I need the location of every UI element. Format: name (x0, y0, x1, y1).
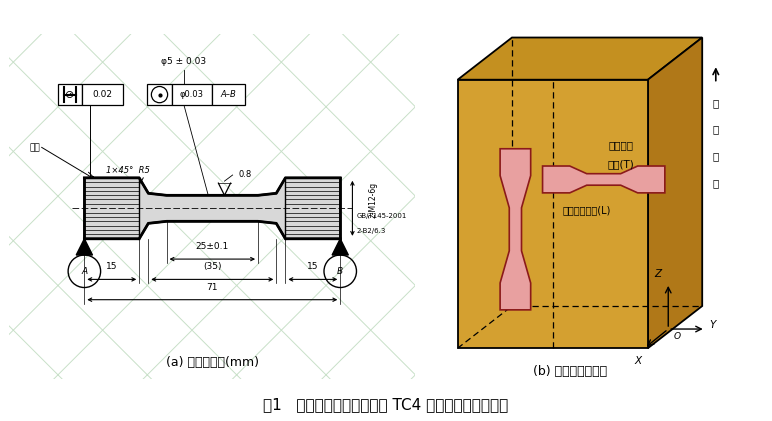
Text: 2-B2/6.3: 2-B2/6.3 (357, 228, 386, 234)
Text: Y: Y (709, 320, 716, 330)
Text: 0.02: 0.02 (93, 90, 113, 99)
Text: 图1   激光定向能量沉积制备 TC4 合金拉伸试样示意图: 图1 激光定向能量沉积制备 TC4 合金拉伸试样示意图 (263, 397, 509, 413)
Text: 25±0.1: 25±0.1 (195, 242, 229, 251)
Text: 沉: 沉 (713, 98, 719, 108)
Text: ⊘: ⊘ (66, 90, 75, 100)
Text: Z: Z (655, 269, 662, 279)
Polygon shape (458, 80, 648, 348)
Text: 15: 15 (307, 262, 319, 271)
Text: 纵向拉伸试样(L): 纵向拉伸试样(L) (563, 205, 611, 215)
Text: X: X (634, 356, 642, 366)
Polygon shape (332, 239, 348, 255)
Text: 试样(T): 试样(T) (608, 159, 634, 169)
FancyBboxPatch shape (83, 85, 123, 105)
Text: (b) 取样位置及方向: (b) 取样位置及方向 (533, 365, 607, 378)
Text: GB/T145-2001: GB/T145-2001 (357, 213, 407, 219)
Text: A: A (81, 267, 87, 276)
Text: φ5 ± 0.03: φ5 ± 0.03 (161, 57, 206, 66)
Polygon shape (76, 239, 93, 255)
Text: 方: 方 (713, 152, 719, 161)
Polygon shape (648, 37, 703, 348)
Text: 0.8: 0.8 (239, 170, 252, 179)
Text: 15: 15 (106, 262, 117, 271)
Text: O: O (673, 332, 680, 341)
Text: A–B: A–B (221, 90, 236, 99)
Text: 积: 积 (713, 125, 719, 135)
FancyBboxPatch shape (58, 85, 83, 105)
Text: (a) 形状及尺寸(mm): (a) 形状及尺寸(mm) (166, 356, 259, 369)
Polygon shape (500, 149, 530, 310)
Polygon shape (458, 37, 703, 80)
Text: 横向拉伸: 横向拉伸 (608, 140, 633, 150)
Text: 1×45°  R5: 1×45° R5 (106, 166, 150, 175)
Polygon shape (84, 178, 340, 239)
Text: φ0.03: φ0.03 (180, 90, 204, 99)
Text: B: B (337, 267, 344, 276)
FancyBboxPatch shape (171, 85, 212, 105)
Text: (35): (35) (203, 262, 222, 271)
FancyBboxPatch shape (212, 85, 245, 105)
FancyBboxPatch shape (147, 85, 171, 105)
Polygon shape (543, 166, 665, 193)
Text: 2-M12-6g: 2-M12-6g (369, 182, 378, 218)
Text: 向: 向 (713, 178, 719, 188)
Text: 编号: 编号 (29, 143, 40, 152)
Text: 71: 71 (207, 282, 218, 292)
